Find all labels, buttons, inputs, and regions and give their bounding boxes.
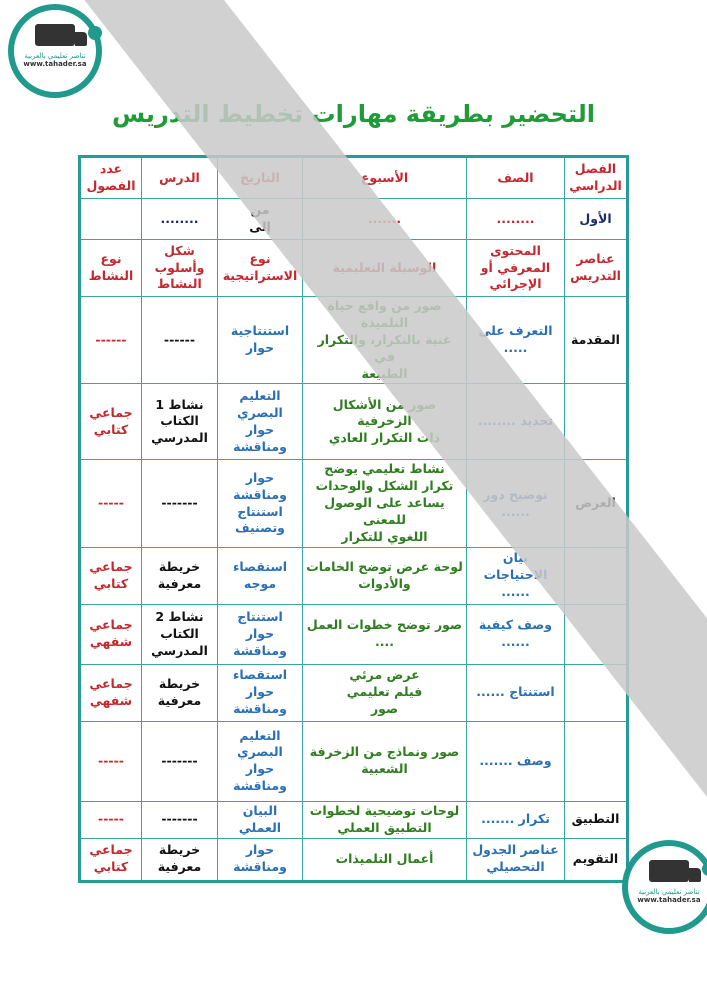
logo: تناضر تعليمي بالعربية www.tahader.sa [8,4,102,98]
table-cell: التعليم البصري حوار ومناقشة [217,383,303,461]
table-cell: استنتاج ...... [466,663,565,722]
table-cell: ----- [79,720,142,802]
lesson-plan-table: الفصل الدراسي الصف الأسبوع التاريخ الدرس عدد … [78,155,629,883]
table-cell: استقصاء موجه [217,546,303,605]
table-cell [564,663,628,722]
table-cell [564,720,628,802]
table-cell: صور توضح خطوات العمل .... [302,603,467,665]
table-cell: صور من واقع حياة التلميذة غنية بالتكرار،… [302,295,467,385]
table-row: وصف كيفية ...... صور توضح خطوات العمل ...… [79,603,628,665]
logo-url: www.tahader.sa [23,60,87,68]
table-cell: التطبيق [564,800,628,839]
table-cell: نوع الاستراتيجية [217,239,303,297]
table-cell: أعمال التلميذات [302,837,467,882]
table-cell [564,383,628,461]
table-cell: التعليم البصري حوار ومناقشة [217,720,303,802]
table-cell: ------ [79,295,142,385]
table-cell: ----- [79,459,142,548]
truck-icon [649,860,701,882]
table-cell: تكرار ....... [466,800,565,839]
table-cell: ------ [141,295,218,385]
table-cell: نشاط تعليمي يوضح تكرار الشكل والوحدات يس… [302,459,467,548]
table-row: التطبيق تكرار ....... لوحات توضيحية لخطوات… [79,800,628,839]
logo-dot [702,862,707,876]
table-cell: ------- [141,459,218,548]
table-cell: الأول [564,198,628,240]
table-row: استنتاج ...... عرض مرئي فيلم تعليمي صور اس… [79,663,628,722]
table-cell: وصف كيفية ...... [466,603,565,665]
table-cell: حوار ومناقشة [217,837,303,882]
table-cell: وصف ....... [466,720,565,802]
table-cell: لوحة عرض توضح الخامات والأدوات [302,546,467,605]
table-cell: التقويم [564,837,628,882]
table-cell: الصف [466,156,565,199]
table-cell: خريطة معرفية [141,663,218,722]
table-cell: صور ونماذج من الزخرفة الشعبية [302,720,467,802]
table-cell: استنتاج حوار ومناقشة [217,603,303,665]
table-cell: حوار ومناقشة استنتاج وتصنيف [217,459,303,548]
table-cell: التعرف على ..... [466,295,565,385]
table-cell: استقصاء حوار ومناقشة [217,663,303,722]
table-cell: جماعي كتابي [79,546,142,605]
table-cell: عناصر الجدول التحصيلي [466,837,565,882]
table-cell: لوحات توضيحية لخطوات التطبيق العملي [302,800,467,839]
table-row: المقدمة التعرف على ..... صور من واقع حياة … [79,295,628,385]
table-cell: ------- [141,720,218,802]
table-cell: العرض [564,459,628,548]
header-row: الفصل الدراسي الصف الأسبوع التاريخ الدرس عدد … [79,156,628,199]
page-title: التحضير بطريقة مهارات تخطيط التدريس [112,100,595,128]
table-cell: صور من الأشكال الزخرفية ذات التكرار العا… [302,383,467,461]
truck-icon [35,24,87,46]
table-cell: عدد الفصول [79,156,142,199]
table-cell: خريطة معرفية [141,546,218,605]
table-cell: عرض مرئي فيلم تعليمي صور [302,663,467,722]
table-cell: شكل وأسلوب النشاط [141,239,218,297]
table-cell: ........ [466,198,565,240]
table-cell: تحديد ........ [466,383,565,461]
table-cell: ....... [302,198,467,240]
table-cell: خريطة معرفية [141,837,218,882]
table-cell [564,546,628,605]
table-cell: المحتوى المعرفي أو الإجرائي [466,239,565,297]
table-row: بيان الاحتياجات ...... لوحة عرض توضح الخا… [79,546,628,605]
table-cell: نشاط 2 الكتاب المدرسي [141,603,218,665]
table-cell: الدرس [141,156,218,199]
table-cell: جماعي كتابي [79,383,142,461]
table-row: التقويم عناصر الجدول التحصيلي أعمال التلمي… [79,837,628,882]
table-cell: البيان العملي [217,800,303,839]
logo-bottom: تناضر تعليمي بالعربية www.tahader.sa [622,840,707,934]
table-cell: ----- [79,800,142,839]
logo-text: تناضر تعليمي بالعربية [24,52,86,60]
table-row: وصف ....... صور ونماذج من الزخرفة الشعبية… [79,720,628,802]
table-cell: ........ [141,198,218,240]
logo-dot [88,26,102,40]
table-cell: نشاط 1 الكتاب المدرسي [141,383,218,461]
table-cell: الأسبوع [302,156,467,199]
table-cell: نوع النشاط [79,239,142,297]
table-cell: توضيح دور ...... [466,459,565,548]
logo-url: www.tahader.sa [637,896,701,904]
table-cell [564,603,628,665]
table-cell: الفصل الدراسي [564,156,628,199]
table-cell [79,198,142,240]
table-cell: عناصر التدريس [564,239,628,297]
table-row: عناصر التدريس المحتوى المعرفي أو الإجرائي… [79,239,628,297]
table-cell: من إلى [217,198,303,240]
table-row: العرض توضيح دور ...... نشاط تعليمي يوضح تك… [79,459,628,548]
table-cell: ------- [141,800,218,839]
table-row: تحديد ........ صور من الأشكال الزخرفية ذا… [79,383,628,461]
logo-text: تناضر تعليمي بالعربية [638,888,700,896]
table-cell: المقدمة [564,295,628,385]
table-cell: التاريخ [217,156,303,199]
table-cell: الوسيلة التعليمية [302,239,467,297]
table-cell: بيان الاحتياجات ...... [466,546,565,605]
table-cell: استنتاجية حوار [217,295,303,385]
table-cell: جماعي كتابي [79,837,142,882]
table-cell: جماعي شفهي [79,603,142,665]
table-cell: جماعي شفهي [79,663,142,722]
table-row: الأول............... من إلى........ [79,198,628,240]
